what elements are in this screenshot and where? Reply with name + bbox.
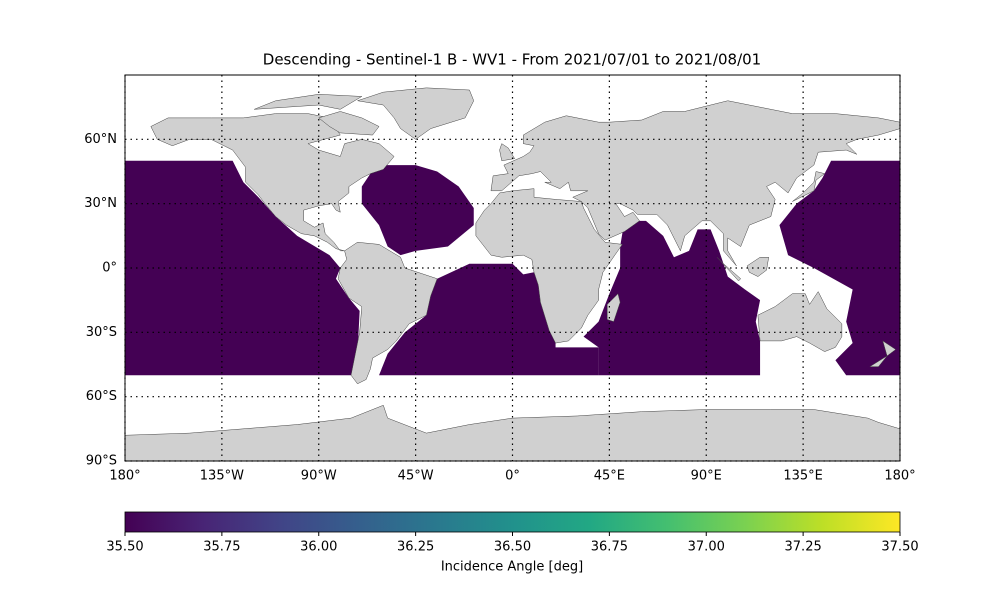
lat-tick-label: 90°S: [86, 454, 117, 469]
australia: [758, 292, 842, 352]
lon-tick-label: 90°E: [691, 469, 722, 484]
coverage: [125, 160, 900, 376]
north-america: [151, 114, 394, 251]
south-america: [338, 242, 437, 384]
coverage-south-atlantic: [379, 263, 599, 376]
colorbar-tick-label: 36.50: [494, 540, 531, 555]
colorbar-label: Incidence Angle [deg]: [441, 560, 583, 575]
coverage-pacific-east: [125, 160, 360, 376]
africa: [476, 189, 622, 343]
colorbar-tick-label: 36.75: [591, 540, 628, 555]
lon-tick-label: 180°: [109, 469, 140, 484]
colorbar-tick-label: 36.00: [300, 540, 337, 555]
colorbar-tick-label: 36.25: [397, 540, 434, 555]
colorbar-tick-label: 35.50: [106, 540, 143, 555]
map-area: [125, 88, 900, 461]
map-layers: [125, 88, 900, 461]
coverage-pacific-west: [779, 160, 900, 376]
lat-tick-label: 0°: [102, 261, 117, 276]
lon-tick-label: 0°: [505, 469, 520, 484]
lat-tick-label: 30°N: [84, 196, 117, 211]
lat-tick-label: 60°N: [84, 132, 117, 147]
lon-tick-label: 90°W: [301, 469, 337, 484]
colorbar-tick-label: 35.75: [203, 540, 240, 555]
lat-tick-label: 60°S: [86, 389, 117, 404]
coverage-indian: [583, 220, 761, 376]
lon-tick-label: 180°: [884, 469, 915, 484]
title: Descending - Sentinel-1 B - WV1 - From 2…: [263, 51, 761, 69]
lon-tick-label: 45°W: [398, 469, 434, 484]
colorbar-tick-label: 37.00: [688, 540, 725, 555]
colorbar-tick-label: 37.50: [881, 540, 918, 555]
colorbar-tick-label: 37.25: [785, 540, 822, 555]
islands: [500, 144, 896, 367]
lon-tick-label: 135°W: [200, 469, 244, 484]
map-frame: [124, 74, 901, 462]
arctic-islands: [254, 94, 379, 135]
coverage-north-atlantic: [361, 165, 474, 256]
lat-tick-label: 30°S: [86, 325, 117, 340]
lon-tick-label: 45°E: [594, 469, 625, 484]
lon-tick-label: 135°E: [783, 469, 823, 484]
colorbar: [124, 511, 901, 533]
land: [125, 88, 900, 461]
